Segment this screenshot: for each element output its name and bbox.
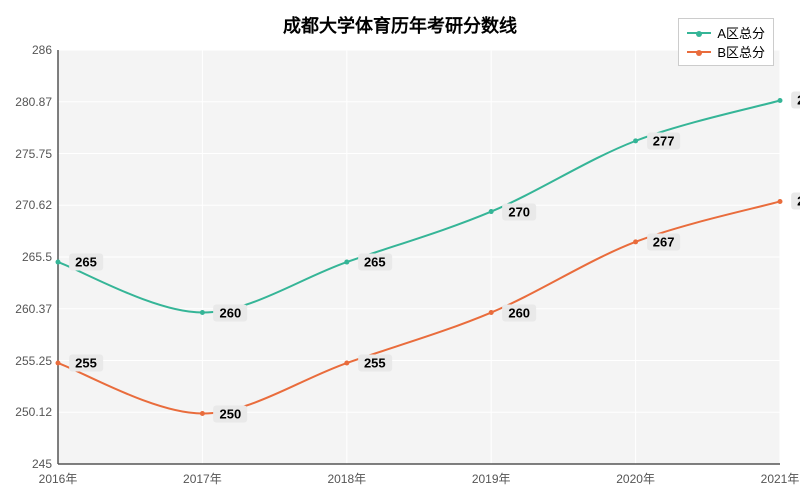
- legend-swatch-icon: [687, 51, 711, 53]
- y-tick-label: 265.5: [22, 250, 58, 264]
- data-label: 250: [214, 405, 248, 422]
- plot-svg: [58, 50, 780, 464]
- legend-swatch-icon: [687, 32, 711, 34]
- chart-container: 成都大学体育历年考研分数线 245250.12255.25260.37265.5…: [0, 0, 800, 500]
- x-tick-label: 2020年: [616, 464, 655, 487]
- data-label: 271: [791, 193, 800, 210]
- data-label: 270: [502, 203, 536, 220]
- y-tick-label: 275.75: [15, 147, 58, 161]
- x-tick-label: 2017年: [183, 464, 222, 487]
- data-label: 255: [358, 355, 392, 372]
- x-tick-label: 2021年: [761, 464, 800, 487]
- data-label: 265: [358, 254, 392, 271]
- y-tick-label: 255.25: [15, 354, 58, 368]
- x-tick-label: 2018年: [327, 464, 366, 487]
- data-label: 260: [214, 304, 248, 321]
- x-tick-label: 2016年: [39, 464, 78, 487]
- legend-item: B区总分: [687, 42, 765, 61]
- data-label: 260: [502, 304, 536, 321]
- data-label: 281: [791, 92, 800, 109]
- y-tick-label: 286: [32, 43, 58, 57]
- y-tick-label: 280.87: [15, 95, 58, 109]
- x-tick-label: 2019年: [472, 464, 511, 487]
- data-label: 265: [69, 254, 103, 271]
- legend-item: A区总分: [687, 23, 765, 42]
- y-tick-label: 250.12: [15, 405, 58, 419]
- legend-label: B区总分: [717, 42, 765, 61]
- plot-area: 245250.12255.25260.37265.5270.62275.7528…: [58, 50, 780, 464]
- y-tick-label: 270.62: [15, 198, 58, 212]
- data-label: 277: [647, 132, 681, 149]
- legend-label: A区总分: [717, 23, 765, 42]
- y-tick-label: 260.37: [15, 302, 58, 316]
- legend: A区总分B区总分: [678, 18, 774, 66]
- data-label: 267: [647, 233, 681, 250]
- data-label: 255: [69, 355, 103, 372]
